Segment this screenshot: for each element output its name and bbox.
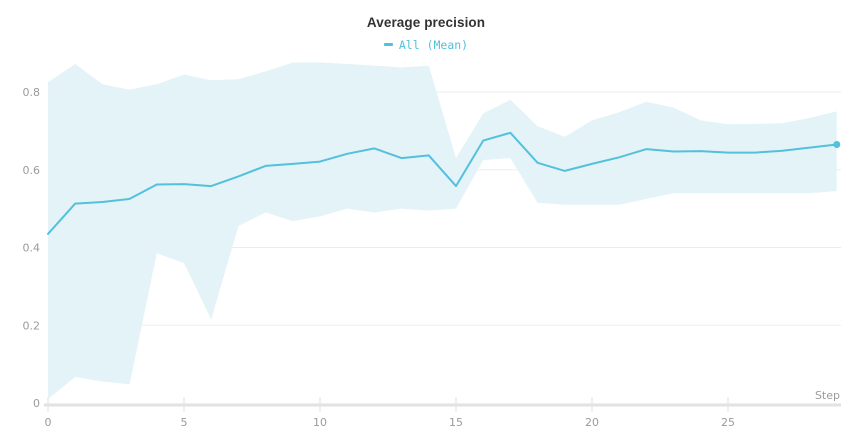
- x-tick-label: 10: [313, 416, 327, 429]
- y-tick-label: 0.6: [23, 164, 41, 177]
- x-tick-label: 0: [45, 416, 52, 429]
- legend-dash-icon: [383, 43, 393, 46]
- legend: All (Mean): [0, 35, 852, 52]
- x-axis-title: Step: [815, 389, 840, 402]
- y-tick-label: 0.4: [23, 242, 41, 255]
- x-tick-label: 25: [721, 416, 735, 429]
- minmax-band: [48, 62, 837, 400]
- y-tick-label: 0: [33, 397, 40, 410]
- end-point-marker: [833, 140, 841, 148]
- chart-title: Average precision: [366, 15, 486, 30]
- y-tick-label: 0.8: [23, 86, 41, 99]
- y-tick-label: 0.2: [23, 319, 41, 332]
- legend-item[interactable]: All (Mean): [383, 37, 469, 52]
- x-tick-label: 5: [181, 416, 188, 429]
- x-tick-label: 15: [449, 416, 463, 429]
- mean-line: [47, 131, 838, 235]
- legend-label: All (Mean): [398, 37, 469, 52]
- x-tick-label: 20: [585, 416, 599, 429]
